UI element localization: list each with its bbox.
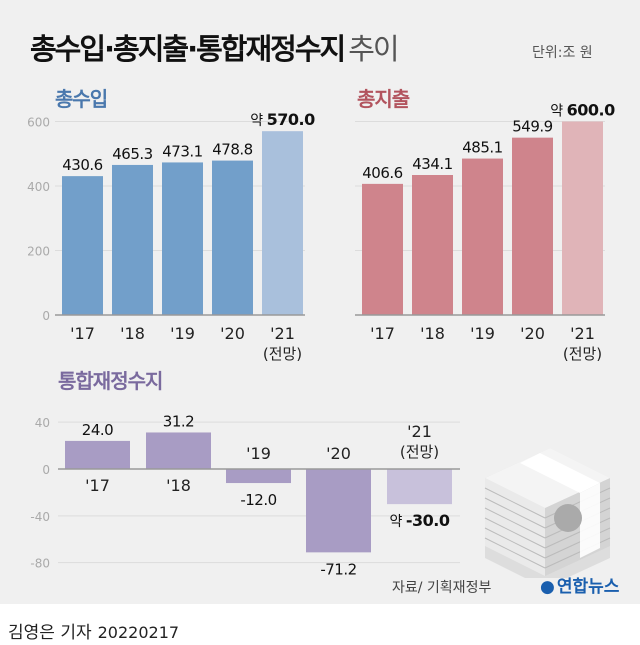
data-label-prefix: 약 (250, 113, 266, 129)
money-stack-icon (484, 448, 611, 578)
bar (112, 164, 153, 315)
author: 김영은 기자 (8, 623, 92, 643)
y-tick-label: 600 (27, 116, 50, 130)
bar (462, 158, 503, 315)
x-tick-label: '20 (220, 324, 245, 343)
data-label: 약 -30.0 (390, 511, 450, 530)
x-tick-note: (전망) (263, 345, 302, 363)
data-label-value: 570.0 (267, 110, 315, 129)
y-tick-label: 40 (35, 416, 50, 430)
date: 20220217 (97, 623, 180, 642)
chart-title: 총수입 (55, 87, 107, 111)
bar (65, 440, 130, 469)
y-tick-label: 0 (42, 309, 50, 323)
x-tick-note: (전망) (400, 443, 439, 461)
y-tick-label: -80 (30, 557, 50, 571)
x-tick-label: '20 (520, 324, 545, 343)
bar (146, 432, 211, 469)
source-label: 자료/ 기획재정부 (392, 580, 492, 596)
data-label-value: -12.0 (240, 491, 276, 509)
bar (512, 137, 553, 315)
data-label: 406.6 (362, 164, 402, 182)
bar (226, 469, 291, 484)
data-label-value: 31.2 (163, 412, 194, 430)
data-label: 549.9 (512, 118, 552, 136)
data-label: 430.6 (62, 156, 102, 174)
data-label-value: 434.1 (412, 155, 452, 173)
y-tick-label: 200 (27, 245, 50, 259)
data-label-value: 473.1 (162, 142, 202, 160)
yonhap-logo: ● 연합뉴스 (540, 577, 620, 597)
data-label-value: -71.2 (320, 560, 356, 578)
data-label: 473.1 (162, 142, 202, 160)
bar (387, 469, 452, 505)
data-label-value: 430.6 (62, 156, 102, 174)
logo-text: 연합뉴스 (556, 577, 620, 597)
bar (412, 175, 453, 315)
data-label: 465.3 (112, 145, 152, 163)
data-label-value: 549.9 (512, 118, 552, 136)
title-sub: 추이 (348, 32, 399, 66)
x-tick-label: '21 (407, 422, 432, 441)
x-tick-label: '21 (270, 324, 295, 343)
data-label: 31.2 (163, 412, 194, 430)
x-tick-label: '18 (166, 476, 191, 495)
bar (262, 131, 303, 315)
chart-title: 총지출 (357, 87, 410, 111)
title-main: 총수입·총지출·통합재정수지 (30, 32, 346, 66)
data-label-value: 600.0 (567, 101, 615, 120)
y-tick-label: -40 (30, 510, 50, 524)
data-label-value: 24.0 (82, 421, 113, 439)
bar (162, 162, 203, 315)
data-label-value: 478.8 (212, 141, 252, 159)
data-label: 434.1 (412, 155, 452, 173)
x-tick-note: (전망) (563, 345, 602, 363)
x-tick-label: '19 (470, 324, 495, 343)
x-tick-label: '21 (570, 324, 595, 343)
byline: 김영은 기자 20220217 (8, 618, 179, 643)
data-label: -12.0 (240, 491, 276, 509)
y-tick-label: 400 (27, 180, 50, 194)
x-tick-label: '18 (120, 324, 145, 343)
y-tick-label: 0 (42, 463, 50, 477)
chart-title: 통합재정수지 (58, 369, 162, 393)
data-label: 약 570.0 (250, 110, 315, 129)
data-label: -71.2 (320, 560, 356, 578)
bar (362, 183, 403, 315)
x-tick-label: '17 (370, 324, 395, 343)
unit-label: 단위:조 원 (532, 45, 593, 61)
x-tick-label: '17 (70, 324, 95, 343)
x-tick-label: '19 (246, 444, 271, 463)
x-tick-label: '17 (85, 476, 110, 495)
data-label: 24.0 (82, 421, 113, 439)
x-tick-label: '19 (170, 324, 195, 343)
charts: 총수입6004002000430.6'17465.3'18473.1'19478… (27, 87, 616, 578)
bar (562, 121, 603, 315)
data-label: 약 600.0 (550, 101, 615, 120)
bar (212, 160, 253, 315)
page-title: 총수입·총지출·통합재정수지 추이 (30, 26, 400, 68)
data-label-prefix: 약 (390, 514, 406, 530)
data-label-value: 485.1 (462, 139, 502, 157)
bar (306, 469, 371, 553)
data-label-prefix: 약 (550, 104, 566, 120)
data-label: 478.8 (212, 141, 252, 159)
x-tick-label: '20 (326, 444, 351, 463)
data-label-value: 465.3 (112, 145, 152, 163)
data-label-value: 406.6 (362, 164, 402, 182)
bar (62, 176, 103, 315)
data-label: 485.1 (462, 139, 502, 157)
data-label-value: -30.0 (406, 511, 450, 530)
x-tick-label: '18 (420, 324, 445, 343)
